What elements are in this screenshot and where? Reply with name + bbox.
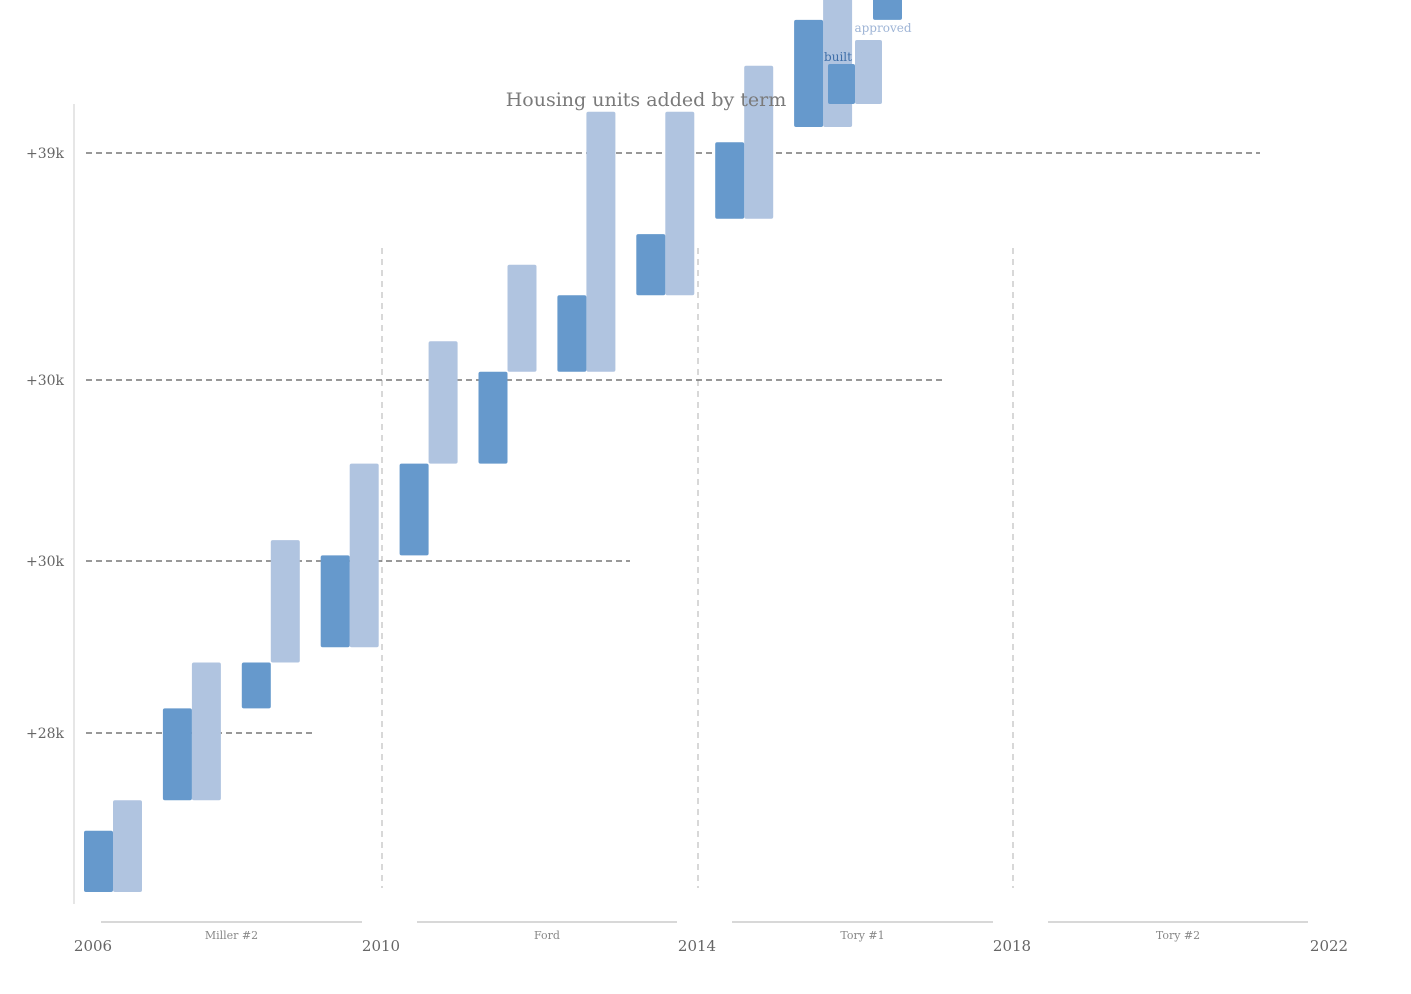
bars	[84, 0, 902, 892]
x-tick-label: 2010	[362, 937, 400, 955]
legend-swatch-built	[828, 64, 855, 104]
x-tick-labels: 2006 2010 2014 2018 2022	[74, 937, 1348, 955]
built-bar	[636, 234, 666, 296]
built-bar	[715, 142, 745, 219]
built-bar	[84, 830, 113, 892]
y-tick-label: +30k	[26, 373, 65, 389]
approved-bar	[428, 341, 458, 464]
y-tick-label: +39k	[26, 146, 65, 162]
y-tick-label: +28k	[26, 726, 65, 742]
built-bar	[399, 463, 429, 556]
built-bar	[794, 19, 824, 127]
x-tick-label: 2022	[1310, 937, 1348, 955]
term-label: Tory #2	[1156, 929, 1200, 942]
built-bar	[241, 662, 271, 709]
approved-bar	[113, 800, 142, 892]
y-tick-labels: +28k +30k +30k +39k	[26, 146, 65, 742]
x-tick-label: 2014	[678, 937, 716, 955]
term-dividers	[381, 248, 1014, 888]
built-bar	[557, 295, 587, 372]
term-brackets: Miller #2 Ford Tory #1 Tory #2	[101, 921, 1308, 942]
approved-bar	[586, 111, 616, 372]
approved-bar	[349, 463, 379, 648]
built-bar	[162, 708, 192, 801]
x-tick-label: 2006	[74, 937, 112, 955]
legend-swatch-approved	[855, 40, 882, 104]
term-label: Tory #1	[840, 929, 884, 942]
built-bar	[478, 371, 508, 464]
legend-label-built: built	[824, 50, 852, 64]
approved-bar	[191, 662, 221, 801]
approved-bar	[665, 111, 695, 296]
term-label: Miller #2	[205, 929, 258, 942]
legend: built approved	[824, 21, 912, 104]
y-tick-label: +30k	[26, 554, 65, 570]
chart-title: Housing units added by term	[506, 89, 787, 111]
term-label: Ford	[534, 929, 560, 942]
approved-bar	[507, 264, 537, 372]
approved-bar	[744, 65, 774, 219]
x-tick-label: 2018	[993, 937, 1031, 955]
approved-bar	[270, 540, 300, 663]
legend-label-approved: approved	[854, 21, 911, 35]
built-bar	[320, 555, 350, 648]
built-bar	[873, 0, 902, 20]
